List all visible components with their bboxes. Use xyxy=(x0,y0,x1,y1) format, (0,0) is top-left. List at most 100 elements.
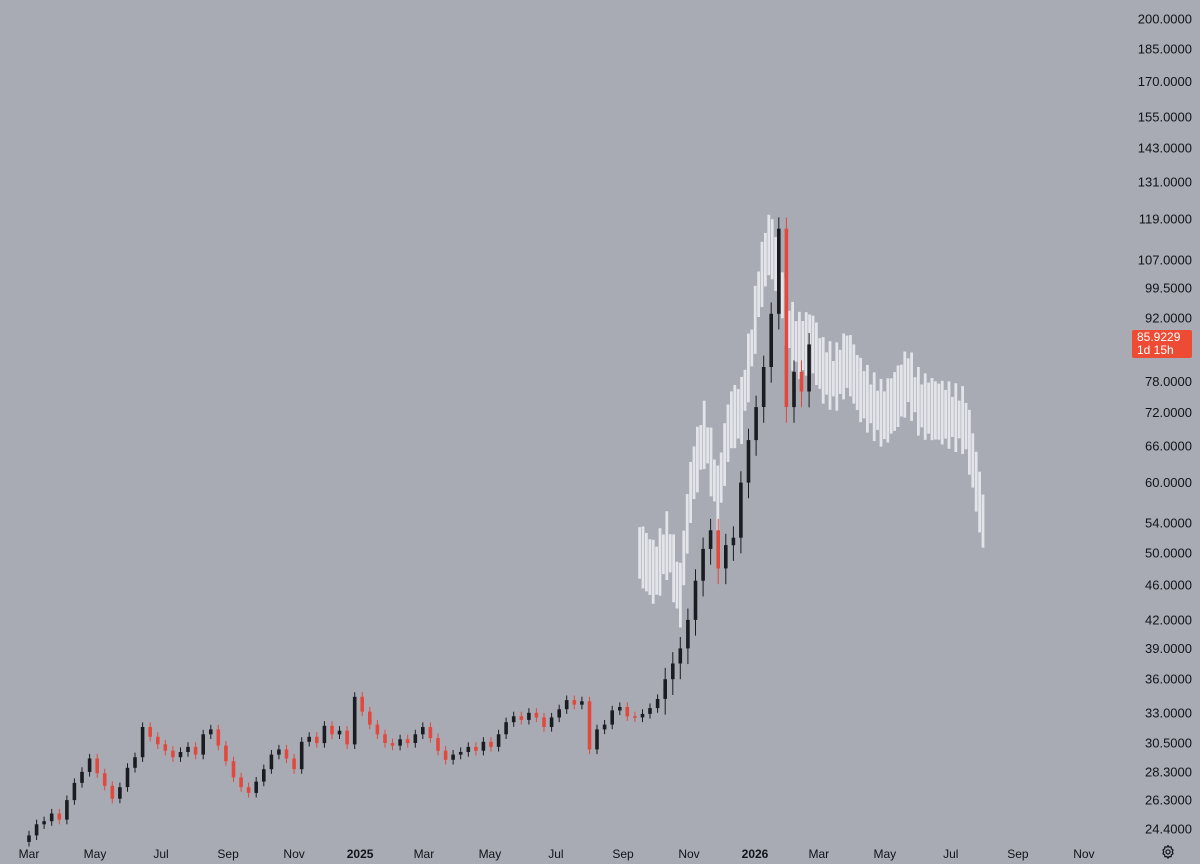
candle xyxy=(724,533,728,585)
candle xyxy=(80,767,84,788)
candle xyxy=(171,746,175,762)
candle-body xyxy=(186,746,190,752)
projection-bar xyxy=(764,232,767,287)
projection-bar xyxy=(821,337,825,404)
candle xyxy=(216,724,221,751)
price-axis[interactable]: 200.0000 185.0000 170.0000 155.0000 143.0000… xyxy=(1138,12,1192,837)
candle-body xyxy=(466,746,471,752)
projection-bar xyxy=(726,404,730,462)
candle-body xyxy=(648,708,652,714)
projection-bar xyxy=(886,378,890,443)
y-tick-label: 24.4000 xyxy=(1145,822,1192,837)
candle xyxy=(519,711,524,725)
candle-body xyxy=(671,663,675,680)
projection-bar xyxy=(668,534,672,573)
candle xyxy=(292,753,296,774)
projection-bar xyxy=(940,380,944,445)
projection-bar xyxy=(866,364,869,433)
candle xyxy=(489,737,493,752)
candle-body xyxy=(345,730,349,745)
candle xyxy=(201,729,205,760)
projection-bar xyxy=(900,364,903,417)
projection-bar xyxy=(811,315,815,374)
candle xyxy=(474,742,478,756)
y-tick-label: 78.0000 xyxy=(1145,374,1192,389)
projection-bar xyxy=(968,409,971,475)
projection-bar xyxy=(954,383,958,452)
candle-body xyxy=(216,729,221,746)
y-tick-label: 72.0000 xyxy=(1145,405,1192,420)
y-tick-label: 50.0000 xyxy=(1145,545,1192,560)
projection-bar xyxy=(682,530,686,586)
candle-body xyxy=(451,754,455,760)
candle-body xyxy=(315,736,319,744)
y-tick-label: 155.0000 xyxy=(1138,110,1192,125)
candle xyxy=(72,778,77,805)
candle xyxy=(246,782,251,798)
x-tick-label: Mar xyxy=(808,847,829,861)
gear-icon[interactable] xyxy=(1160,844,1176,860)
candle xyxy=(368,707,372,730)
y-tick-label: 60.0000 xyxy=(1145,475,1192,490)
candle xyxy=(34,819,39,840)
projection-bar xyxy=(719,452,723,503)
projection-bar xyxy=(743,369,747,411)
y-tick-label: 92.0000 xyxy=(1145,311,1192,326)
candle-body xyxy=(193,746,198,755)
candle-body xyxy=(572,700,577,705)
candle-body xyxy=(693,580,698,620)
projection-bar xyxy=(835,342,839,411)
candle xyxy=(383,729,387,748)
candle-body xyxy=(224,745,228,762)
candle-body xyxy=(27,835,31,842)
candle-body xyxy=(527,712,531,720)
projection-bar xyxy=(937,383,941,440)
candle-body xyxy=(368,711,372,725)
time-axis[interactable]: Mar May Jul Sep Nov 2025 Mar May Jul Sep Nov 2026 Ma… xyxy=(19,847,1095,861)
candle xyxy=(564,695,569,714)
candle-body xyxy=(610,710,614,725)
y-tick-label: 99.5000 xyxy=(1145,280,1192,295)
candle xyxy=(102,768,107,791)
candle xyxy=(701,537,705,597)
candle-body xyxy=(375,724,380,735)
x-tick-label: May xyxy=(873,847,896,861)
candle-body xyxy=(95,758,99,774)
candle xyxy=(527,708,531,725)
candle xyxy=(799,360,804,408)
candle xyxy=(587,696,592,755)
x-tick-label: Sep xyxy=(1007,847,1029,861)
candle-body xyxy=(580,701,584,705)
projection-bar xyxy=(689,462,692,523)
candle xyxy=(671,652,675,695)
candle-body xyxy=(564,700,569,710)
candle xyxy=(602,720,607,735)
x-tick-label: Mar xyxy=(19,847,40,861)
candle xyxy=(110,781,115,804)
projection-bar xyxy=(842,333,845,400)
projection-bar xyxy=(740,376,743,444)
candle-body xyxy=(125,767,130,788)
candle-body xyxy=(307,736,311,742)
candle xyxy=(209,724,213,739)
candle xyxy=(739,471,743,554)
x-tick-label: Jul xyxy=(548,847,563,861)
projection-bar xyxy=(760,241,764,308)
projection-bar xyxy=(675,561,679,609)
candle-body xyxy=(405,739,410,744)
y-tick-label: 119.0000 xyxy=(1139,211,1192,226)
candle-body xyxy=(42,821,46,825)
candle xyxy=(118,782,122,804)
bar-countdown: 1d 15h xyxy=(1137,343,1174,357)
candle xyxy=(458,747,463,760)
candle xyxy=(716,518,720,585)
candle xyxy=(284,744,289,764)
candle-body xyxy=(701,548,705,581)
projection-bar xyxy=(879,379,883,447)
projection-bar xyxy=(736,389,740,439)
candle xyxy=(178,747,183,762)
candle-body xyxy=(398,739,402,746)
projection-bar xyxy=(872,372,876,442)
